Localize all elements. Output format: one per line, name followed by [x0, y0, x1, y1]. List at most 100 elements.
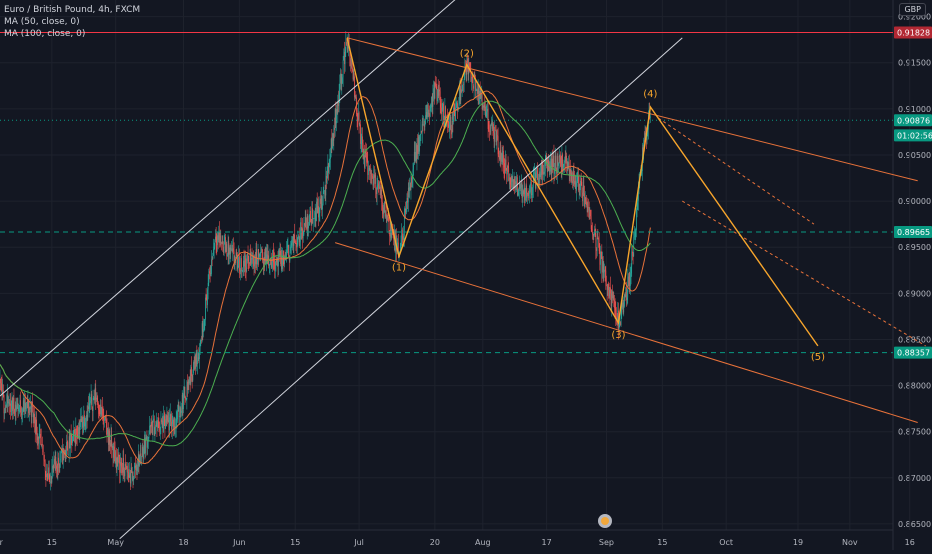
x-tick-label: 15	[657, 538, 667, 547]
candle-body	[59, 460, 60, 468]
candle-body	[627, 298, 628, 301]
candle-body	[156, 422, 157, 425]
candle-body	[137, 467, 138, 471]
candle-body	[472, 78, 473, 86]
price-label-text: 0.90876	[897, 116, 930, 125]
candle-body	[153, 419, 154, 421]
candle-body	[292, 237, 293, 243]
candle-body	[50, 475, 51, 483]
candle-body	[33, 407, 34, 417]
candle-body	[155, 428, 156, 436]
candle-body	[145, 438, 146, 453]
candle-body	[380, 187, 381, 195]
candle-body	[73, 429, 74, 430]
candle-body	[40, 434, 41, 438]
candle-body	[6, 407, 7, 408]
candle-body	[135, 466, 136, 468]
ma50-legend[interactable]: MA (50, close, 0)	[4, 16, 140, 28]
candle-body	[111, 434, 112, 448]
candle-body	[150, 426, 151, 427]
candle-body	[411, 177, 412, 183]
candle-body	[90, 401, 91, 403]
candle-body	[88, 406, 89, 409]
candle-body	[329, 159, 330, 163]
candle-body	[187, 382, 188, 399]
candle-body	[178, 405, 179, 410]
candle-body	[455, 108, 456, 121]
candle-body	[296, 243, 297, 247]
candle-body	[548, 160, 549, 172]
candle-body	[70, 433, 71, 448]
candle-body	[256, 249, 257, 264]
candle-body	[119, 455, 120, 457]
candle-body	[434, 88, 435, 98]
candle-body	[591, 216, 592, 229]
candle-body	[596, 248, 597, 251]
candle-body	[44, 460, 45, 461]
symbol-title[interactable]: Euro / British Pound, 4h, FXCM	[4, 4, 140, 16]
candle-body	[506, 159, 507, 170]
candle-body	[405, 209, 406, 213]
candle-body	[630, 273, 631, 285]
candle-body	[161, 420, 162, 428]
candle-body	[4, 395, 5, 413]
candle-body	[612, 291, 613, 298]
candle-body	[562, 155, 563, 171]
candle-body	[57, 469, 58, 472]
candle-body	[443, 104, 444, 120]
candle-body	[492, 123, 493, 129]
x-tick-label: Jun	[232, 538, 246, 547]
candle-body	[403, 236, 404, 239]
candle-body	[472, 77, 473, 78]
candle-body	[431, 97, 432, 107]
candle-body	[458, 104, 459, 108]
candle-body	[230, 248, 231, 254]
candle-body	[208, 283, 209, 290]
candle-body	[516, 181, 517, 184]
candle-body	[406, 203, 407, 214]
candle-body	[204, 320, 205, 321]
candle-body	[486, 112, 487, 116]
candle-body	[282, 256, 283, 269]
candle-body	[30, 409, 31, 410]
candle-body	[292, 243, 293, 246]
candle-body	[30, 406, 31, 409]
candle-body	[67, 442, 68, 443]
y-tick-label: 0.88500	[898, 335, 931, 344]
candle-body	[123, 458, 124, 470]
ma100-legend[interactable]: MA (100, close, 0)	[4, 28, 140, 40]
candle-body	[460, 88, 461, 101]
candle-body	[564, 162, 565, 167]
candle-body	[537, 170, 538, 177]
candle-body	[269, 266, 270, 267]
candle-body	[416, 152, 417, 160]
candle-body	[501, 153, 502, 161]
candle-body	[346, 42, 347, 46]
candle-body	[300, 222, 301, 239]
x-tick-label: 15	[290, 538, 300, 547]
currency-button[interactable]: GBP	[899, 3, 926, 16]
candle-body	[221, 243, 222, 244]
candle-body	[615, 308, 616, 310]
candle-body	[252, 258, 253, 259]
candle-body	[243, 261, 244, 268]
candle-body	[170, 414, 171, 417]
candle-body	[503, 151, 504, 163]
candle-body	[194, 362, 195, 363]
candle-body	[232, 248, 233, 251]
candle-body	[352, 68, 353, 71]
chart-legend: Euro / British Pound, 4h, FXCM MA (50, c…	[4, 4, 140, 40]
candle-body	[206, 298, 207, 300]
candle-body	[471, 77, 472, 82]
candle-body	[103, 416, 104, 417]
candle-body	[107, 427, 108, 434]
candle-body	[512, 176, 513, 181]
x-tick-label: Nov	[842, 538, 858, 547]
wave-label: (2)	[460, 49, 474, 60]
candle-body	[584, 185, 585, 193]
candle-body	[387, 215, 388, 222]
candle-body	[494, 133, 495, 142]
candle-body	[216, 243, 217, 245]
